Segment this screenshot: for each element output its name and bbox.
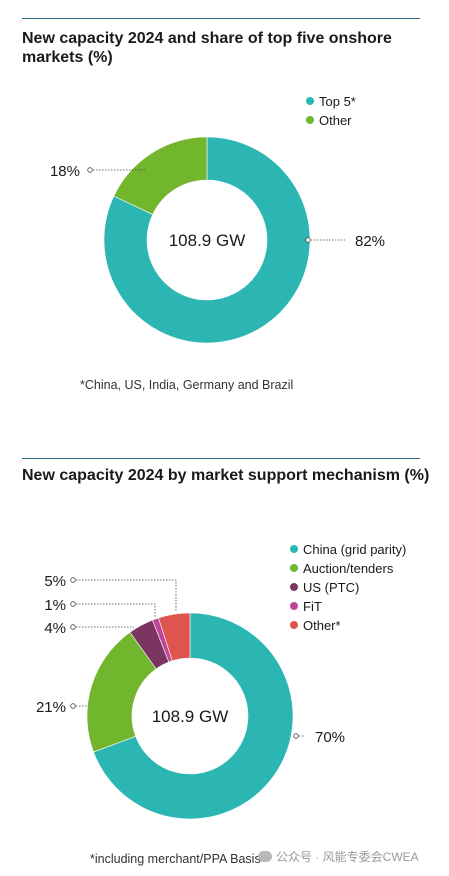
leader-dot-auction-tenders [70, 703, 76, 709]
wechat-icon [258, 851, 272, 862]
chart1-top-rule [22, 18, 420, 19]
leader-line-other [73, 579, 177, 611]
leader-dot-other [87, 167, 93, 173]
chart1-donut: 108.9 GW Top 5* Other 82% 18% [50, 94, 385, 344]
watermark: 公众号 · 风能专委会CWEA [258, 848, 419, 865]
legend-label-china-grid-parity: China (grid parity) [303, 542, 406, 557]
legend-swatch-us-ptc [290, 583, 298, 591]
slice-other [158, 612, 191, 662]
leader-dot-other [70, 577, 76, 583]
value-label-china-grid-parity: 70% [315, 729, 345, 746]
center-total-label: 108.9 GW [152, 707, 229, 726]
chart2-top-rule [22, 458, 420, 459]
value-label-other: 18% [50, 163, 80, 180]
leader-dot-fit [70, 601, 76, 607]
legend-swatch-auction-tenders [290, 564, 298, 572]
legend-label-top-5: Top 5* [319, 94, 356, 109]
value-label-other: 5% [44, 573, 66, 590]
slice-top-5 [103, 136, 311, 344]
legend-swatch-other [306, 116, 314, 124]
legend-swatch-other [290, 621, 298, 629]
value-label-us-ptc: 4% [44, 620, 66, 637]
chart2-title: New capacity 2024 by market support mech… [22, 467, 430, 484]
legend-label-us-ptc: US (PTC) [303, 580, 359, 595]
leader-dot-us-ptc [70, 624, 76, 630]
chart2-footnote: *including merchant/PPA Basis [90, 852, 261, 866]
legend-label-auction-tenders: Auction/tenders [303, 561, 394, 576]
leader-line-fit [73, 603, 156, 617]
legend-label-other: Other* [303, 618, 341, 633]
center-total-label: 108.9 GW [169, 231, 246, 250]
legend-swatch-fit [290, 602, 298, 610]
slice-other [113, 136, 208, 215]
legend-swatch-china-grid-parity [290, 545, 298, 553]
leader-dot-top-5 [305, 237, 311, 243]
leader-dot-china-grid-parity [293, 733, 299, 739]
legend-label-fit: FiT [303, 599, 322, 614]
legend-label-other: Other [319, 113, 352, 128]
legend-swatch-top-5 [306, 97, 314, 105]
chart1-footnote: *China, US, India, Germany and Brazil [80, 378, 294, 392]
slice-china-grid-parity [93, 612, 294, 820]
watermark-text: 公众号 · 风能专委会CWEA [276, 850, 419, 864]
value-label-top-5: 82% [355, 233, 385, 250]
chart1-title: New capacity 2024 and share of top five … [22, 30, 392, 66]
value-label-auction-tenders: 21% [36, 699, 66, 716]
value-label-fit: 1% [44, 597, 66, 614]
